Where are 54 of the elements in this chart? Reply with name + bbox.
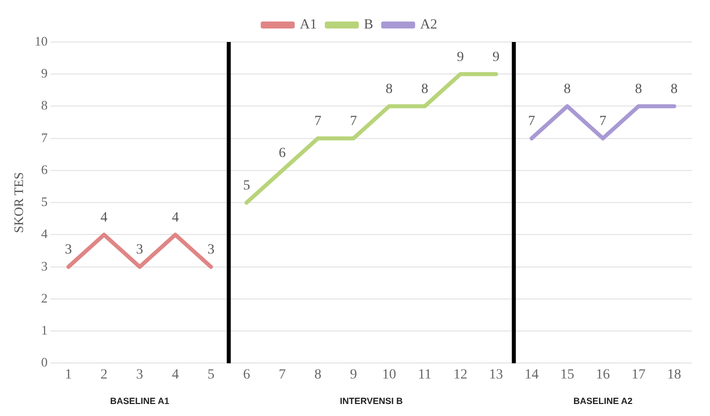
y-tick-label: 10 — [34, 33, 48, 48]
x-tick-label: 15 — [560, 367, 574, 382]
data-label: 8 — [564, 82, 571, 97]
data-label: 8 — [421, 82, 428, 97]
x-tick-label: 9 — [350, 367, 357, 382]
y-tick-label: 6 — [41, 162, 48, 177]
x-tick-label: 8 — [314, 367, 322, 382]
data-label: 7 — [599, 114, 606, 130]
x-tick-label: 11 — [418, 367, 432, 382]
data-label: 9 — [492, 50, 500, 65]
data-label: 5 — [243, 178, 250, 194]
text: INTERVENSI B — [340, 396, 404, 406]
data-label: 7 — [528, 114, 536, 130]
x-tick-label: 5 — [207, 367, 214, 382]
legend-label: B — [364, 18, 374, 33]
legend-label: A1 — [300, 18, 317, 33]
y-tick-label: 3 — [41, 258, 48, 274]
text: BASELINE A2 — [573, 396, 633, 406]
x-tick-label: 3 — [136, 367, 144, 382]
data-label: 7 — [350, 114, 357, 130]
x-tick-label: 1 — [64, 367, 72, 382]
x-tick-label: 4 — [172, 367, 179, 382]
data-label: 4 — [100, 210, 108, 226]
data-label: 3 — [64, 242, 72, 258]
x-tick-label: 18 — [667, 367, 682, 382]
x-tick-label: 7 — [278, 367, 286, 382]
y-tick-label: 4 — [41, 226, 48, 242]
y-tick-label: 0 — [41, 354, 48, 370]
y-axis-title: SKOR TES — [11, 172, 26, 234]
data-label: 8 — [386, 82, 393, 97]
data-label: 6 — [278, 146, 286, 162]
y-tick-label: 1 — [41, 322, 48, 338]
x-tick-label: 16 — [596, 367, 610, 382]
data-label: 3 — [136, 242, 144, 258]
legend-label: A2 — [420, 18, 438, 33]
y-tick-label: 7 — [41, 130, 48, 145]
x-tick-label: 17 — [632, 367, 646, 382]
x-tick-label: 14 — [524, 367, 539, 382]
y-tick-label: 5 — [41, 194, 48, 210]
data-label: 9 — [456, 50, 464, 65]
x-tick-label: 10 — [382, 367, 396, 382]
data-label: 7 — [314, 114, 322, 130]
x-tick-label: 12 — [453, 367, 468, 382]
data-label: 4 — [172, 210, 179, 226]
x-tick-label: 2 — [100, 367, 108, 382]
x-tick-label: 6 — [243, 367, 250, 382]
text: BASELINE A1 — [110, 396, 170, 406]
data-label: 8 — [670, 82, 678, 97]
y-tick-label: 8 — [41, 98, 48, 113]
data-label: 3 — [207, 242, 214, 258]
y-tick-label: 2 — [41, 290, 48, 306]
x-tick-label: 13 — [489, 367, 504, 382]
y-tick-label: 9 — [41, 66, 48, 81]
data-label: 8 — [635, 82, 642, 97]
